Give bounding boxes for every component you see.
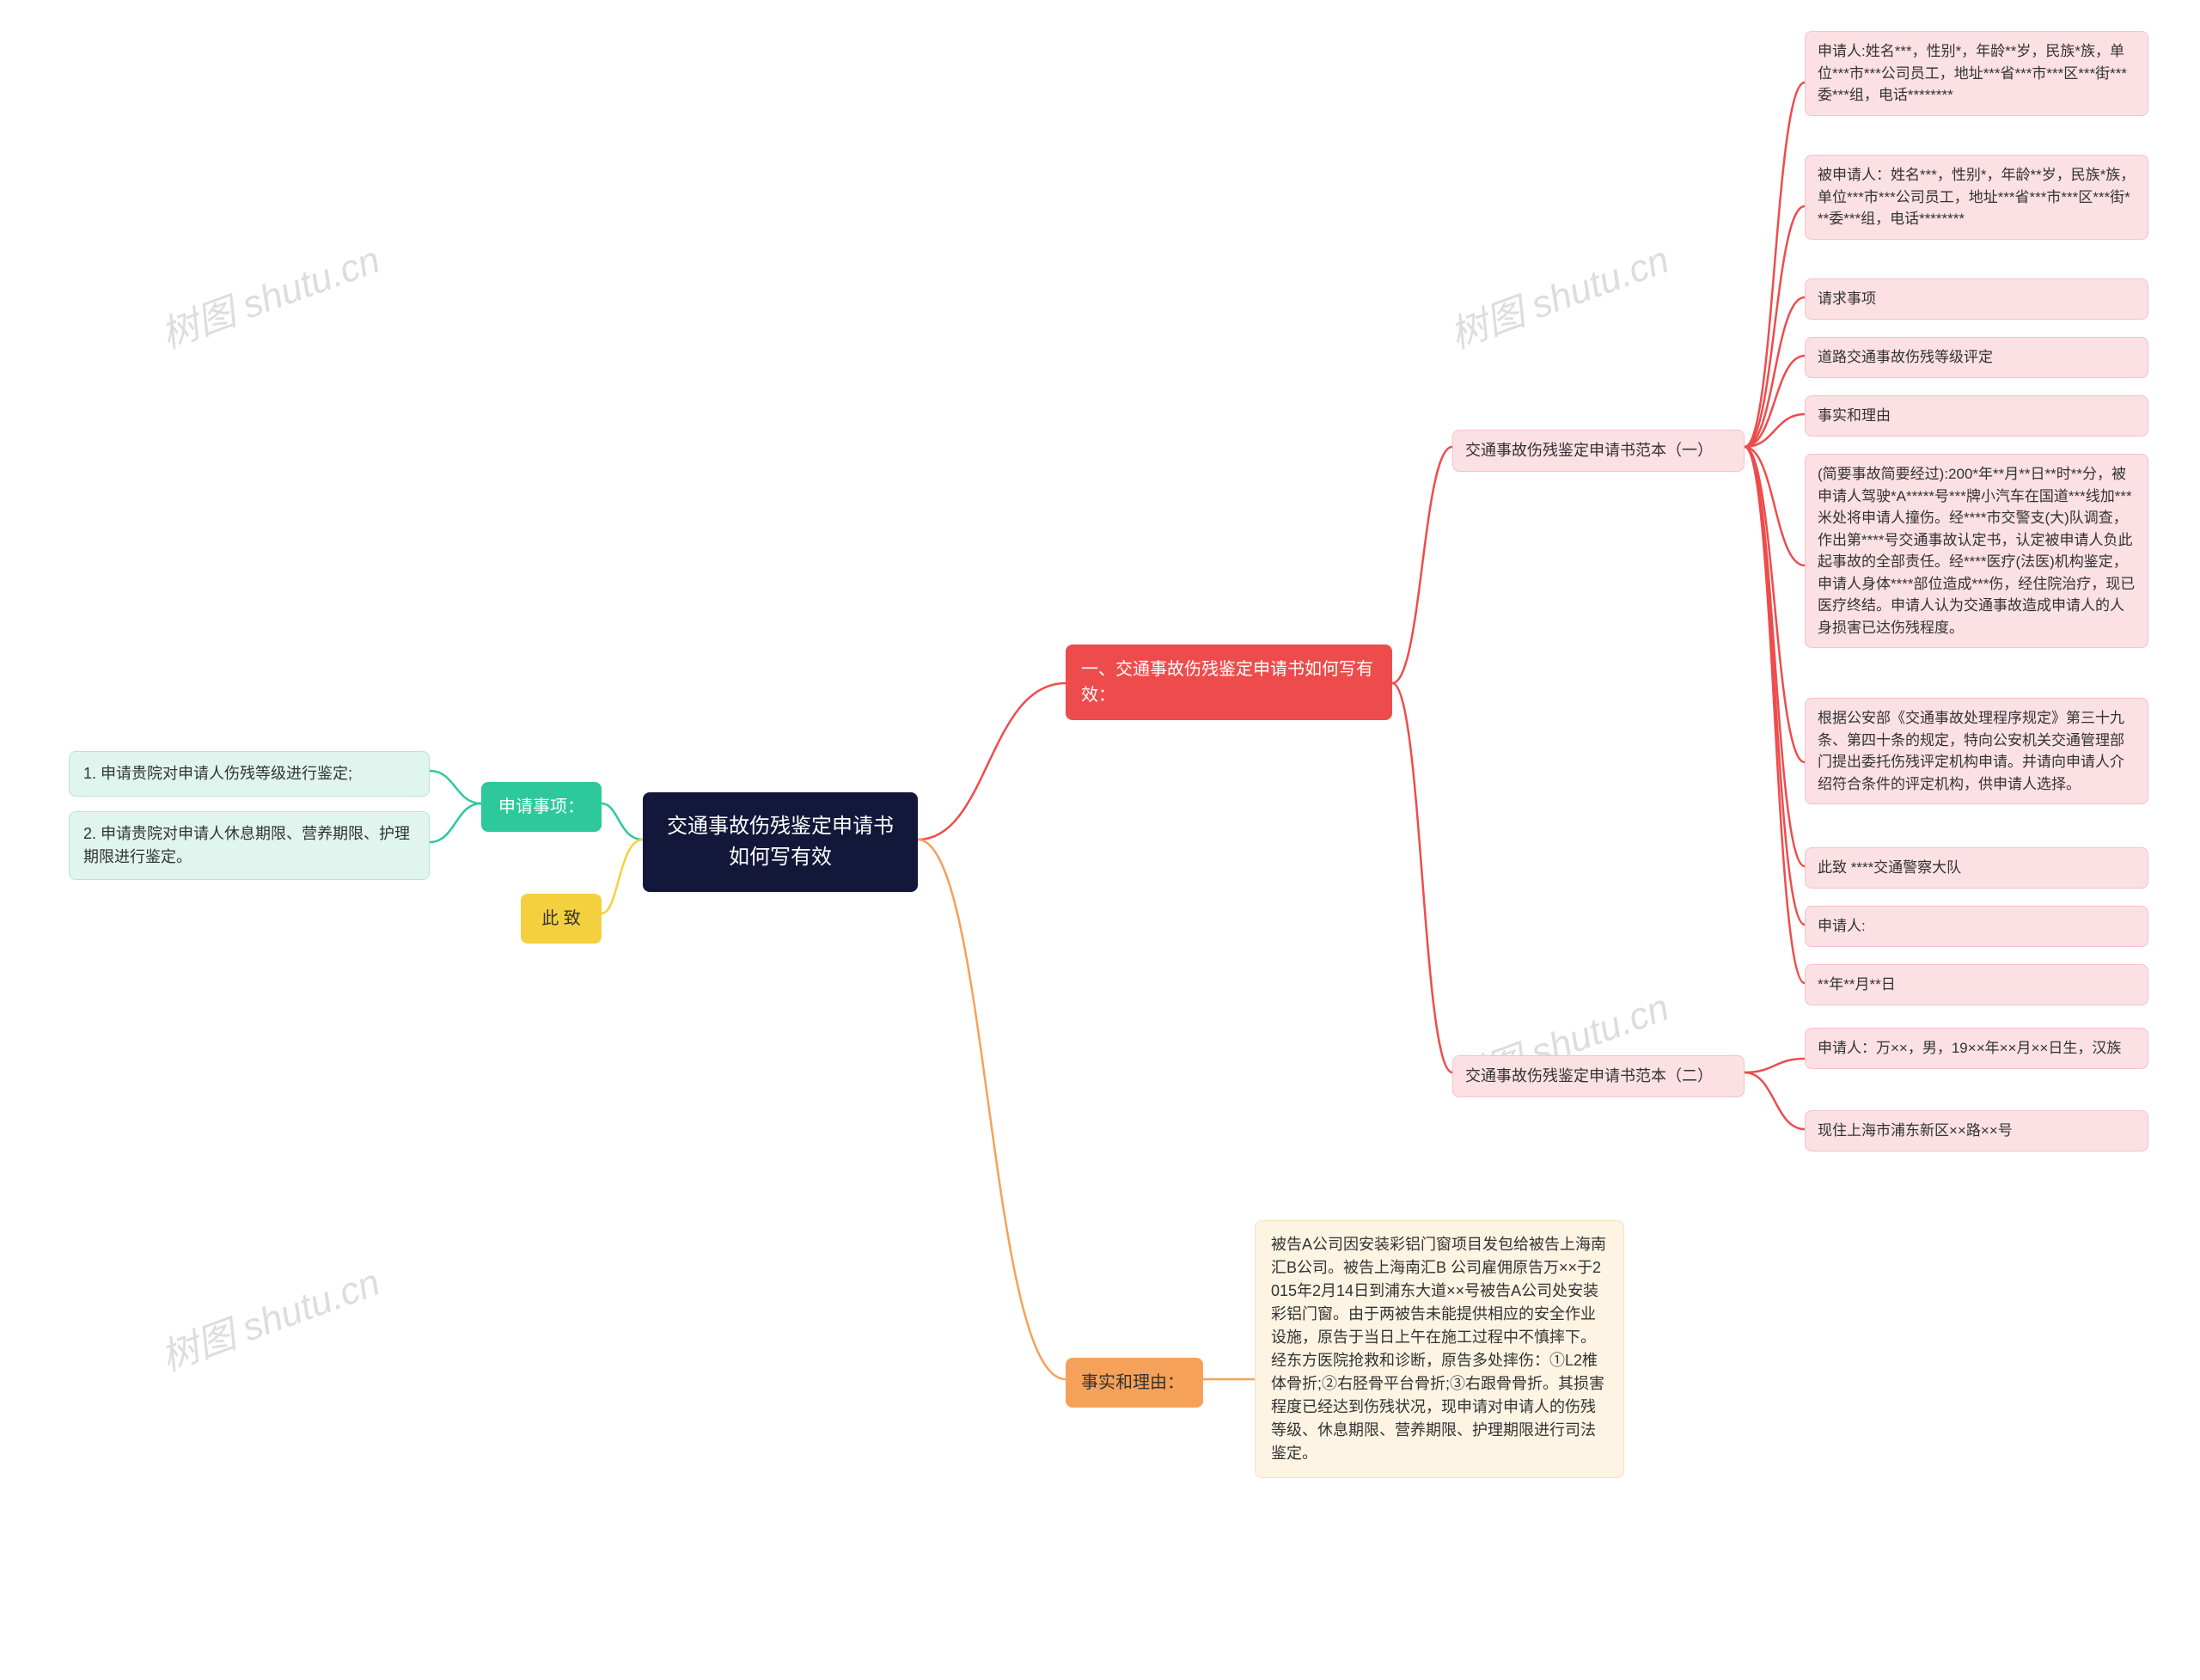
- leaf-node[interactable]: 1. 申请贵院对申请人伤残等级进行鉴定;: [69, 751, 430, 797]
- leaf-node[interactable]: **年**月**日: [1805, 964, 2148, 1005]
- connector: [1392, 683, 1452, 1072]
- connector: [1745, 1072, 1805, 1129]
- facts-reasons-node[interactable]: 事实和理由：: [1066, 1358, 1203, 1408]
- section-1-node[interactable]: 一、交通事故伤残鉴定申请书如何写有效：: [1066, 645, 1392, 720]
- leaf-node[interactable]: 被申请人：姓名***，性别*，年龄**岁，民族*族，单位***市***公司员工，…: [1805, 155, 2148, 240]
- leaf-node[interactable]: 此致 ****交通警察大队: [1805, 847, 2148, 889]
- connector: [1745, 447, 1805, 565]
- connector: [1745, 206, 1805, 447]
- leaf-node[interactable]: 申请人：万××，男，19××年××月××日生，汉族: [1805, 1028, 2148, 1069]
- connector: [1392, 447, 1452, 683]
- watermark: 树图 shutu.cn: [1441, 229, 1675, 358]
- watermark: 树图 shutu.cn: [152, 1251, 386, 1381]
- connector: [1745, 447, 1805, 866]
- leaf-node[interactable]: 根据公安部《交通事故处理程序规定》第三十九条、第四十条的规定，特向公安机关交通管…: [1805, 698, 2148, 804]
- connector: [430, 803, 481, 842]
- connector: [1745, 297, 1805, 447]
- leaf-node[interactable]: 事实和理由: [1805, 395, 2148, 437]
- connector: [1745, 447, 1805, 983]
- connector: [602, 803, 643, 840]
- connector: [1745, 447, 1805, 762]
- connector: [1745, 1059, 1805, 1072]
- connector: [1745, 356, 1805, 447]
- template-2-node[interactable]: 交通事故伤残鉴定申请书范本（二）: [1452, 1055, 1745, 1097]
- connector: [918, 683, 1066, 840]
- connector: [1745, 414, 1805, 447]
- root-node[interactable]: 交通事故伤残鉴定申请书如何写有效: [643, 792, 918, 892]
- leaf-node[interactable]: 2. 申请贵院对申请人休息期限、营养期限、护理期限进行鉴定。: [69, 811, 430, 880]
- connector: [918, 840, 1066, 1379]
- connector: [1745, 82, 1805, 447]
- leaf-node[interactable]: 道路交通事故伤残等级评定: [1805, 337, 2148, 378]
- leaf-node[interactable]: (简要事故简要经过):200*年**月**日**时**分，被申请人驾驶*A***…: [1805, 454, 2148, 648]
- leaf-node[interactable]: 请求事项: [1805, 278, 2148, 320]
- template-1-node[interactable]: 交通事故伤残鉴定申请书范本（一）: [1452, 430, 1745, 472]
- leaf-node[interactable]: 现住上海市浦东新区××路××号: [1805, 1110, 2148, 1152]
- facts-reasons-detail-node[interactable]: 被告A公司因安装彩铝门窗项目发包给被告上海南汇B公司。被告上海南汇B 公司雇佣原…: [1255, 1220, 1624, 1478]
- connector: [1745, 447, 1805, 925]
- cizhi-node[interactable]: 此 致: [521, 894, 602, 944]
- watermark: 树图 shutu.cn: [152, 229, 386, 358]
- connector: [430, 771, 481, 803]
- application-items-node[interactable]: 申请事项：: [481, 782, 602, 832]
- connector: [602, 840, 643, 913]
- leaf-node[interactable]: 申请人:: [1805, 906, 2148, 947]
- leaf-node[interactable]: 申请人:姓名***，性别*，年龄**岁，民族*族，单位***市***公司员工，地…: [1805, 31, 2148, 116]
